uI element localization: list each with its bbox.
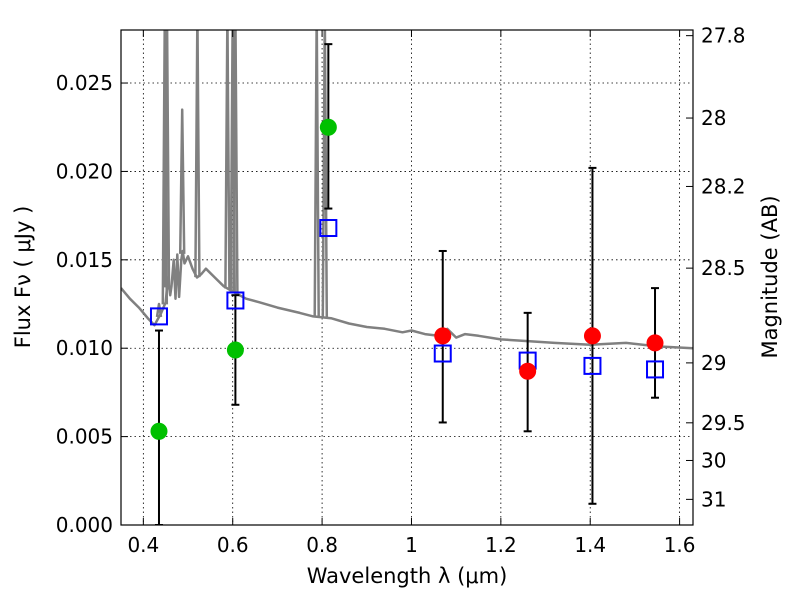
open-square-marker	[319, 219, 338, 237]
right-tick-label: 29.5	[701, 411, 746, 435]
spectrum-emission-line	[321, 30, 329, 318]
right-tick-label: 28	[701, 106, 726, 130]
y-axis-label: Flux Fν ( μJy )	[11, 206, 35, 349]
y-tick-label: 0.020	[56, 159, 113, 183]
x-tick-label: 1	[405, 533, 418, 557]
right-axis-label: Magnitude (AB)	[758, 195, 782, 358]
y-tick-label: 0.010	[56, 336, 113, 360]
right-tick-label: 28.2	[701, 174, 746, 198]
data-markers	[149, 118, 665, 440]
y-tick-label: 0.025	[56, 71, 113, 95]
spectrum-emission-line	[194, 30, 201, 278]
plot-frame	[120, 29, 694, 526]
right-tick-label: 31	[701, 487, 726, 511]
x-tick-label: 1.4	[574, 533, 606, 557]
open-square-marker	[149, 307, 168, 326]
filled-circle-marker	[646, 334, 664, 352]
y-tick-label: 0.015	[56, 248, 113, 272]
x-tick-label: 1.2	[485, 533, 517, 557]
filled-circle-marker	[519, 362, 537, 380]
open-square-marker	[226, 291, 245, 310]
filled-circle-marker	[226, 341, 244, 359]
spectrum-emission-line	[232, 30, 239, 294]
y-tick-label: 0.005	[56, 425, 113, 449]
plot-background	[121, 30, 693, 525]
spectrum-emission-line	[178, 108, 186, 254]
spectrum-emission-line	[313, 30, 320, 317]
axis-ticks: 0.4 0.6 0.8 1 1.2 1.4 1.6 0.000 0.005 0.010 0.015 0…	[56, 24, 746, 557]
right-tick-label: 29	[701, 351, 726, 375]
right-tick-label: 30	[701, 448, 726, 472]
x-tick-label: 1.6	[664, 533, 696, 557]
right-tick-label: 28.5	[701, 256, 746, 280]
spectrum-emission-line	[224, 30, 231, 289]
filled-circle-marker	[150, 422, 168, 440]
filled-circle-marker	[319, 118, 337, 136]
spectrum-emission-line	[163, 30, 171, 288]
right-tick-label: 27.8	[701, 24, 746, 48]
filled-circle-marker	[434, 327, 452, 345]
x-tick-label: 0.8	[306, 533, 338, 557]
open-square-marker	[646, 360, 665, 379]
y-tick-label: 0.000	[56, 513, 113, 537]
filled-circle-marker	[583, 327, 601, 345]
x-tick-label: 0.4	[127, 533, 159, 557]
open-square-marker	[583, 356, 602, 375]
spectrum-emission-line	[155, 302, 163, 318]
open-square-marker	[433, 344, 452, 363]
x-tick-label: 0.6	[217, 533, 249, 557]
model-spectrum	[121, 30, 693, 350]
x-axis-label: Wavelength λ (μm)	[307, 564, 508, 588]
